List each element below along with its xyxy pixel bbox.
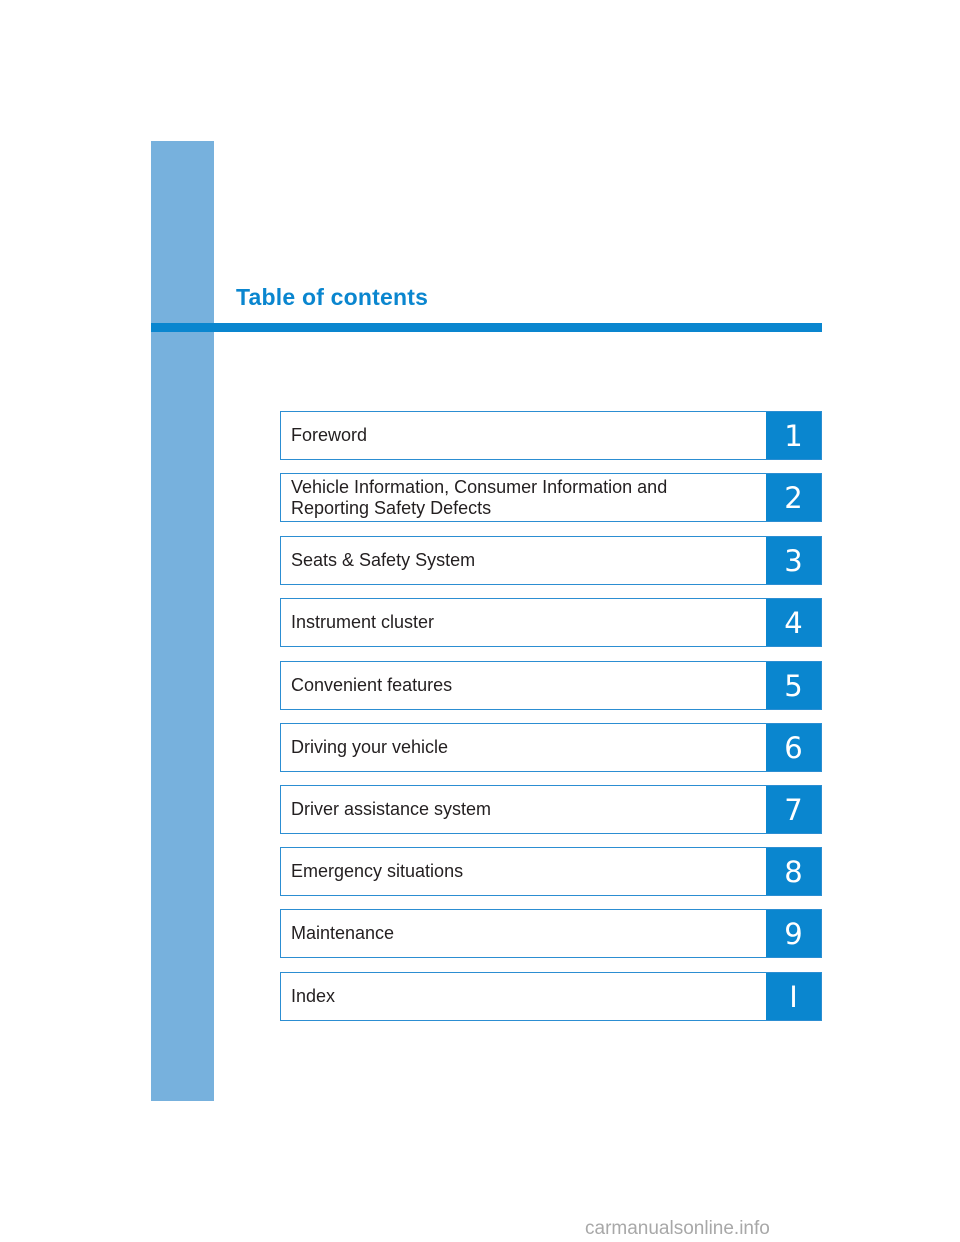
side-color-band — [151, 141, 214, 1101]
toc-item-emergency-situations[interactable]: Emergency situations 8 — [280, 847, 822, 896]
toc-item-number: 9 — [766, 910, 821, 957]
toc-item-seats-safety[interactable]: Seats & Safety System 3 — [280, 536, 822, 585]
toc-item-driver-assistance[interactable]: Driver assistance system 7 — [280, 785, 822, 834]
toc-item-number: 2 — [766, 474, 821, 521]
toc-item-label: Vehicle Information, Consumer Informatio… — [291, 476, 668, 518]
toc-item-label: Driver assistance system — [291, 799, 492, 819]
toc-item-number: 5 — [766, 662, 821, 709]
toc-item-label: Driving your vehicle — [291, 737, 449, 757]
toc-item-number: I — [766, 973, 821, 1020]
toc-item-label: Emergency situations — [291, 861, 464, 881]
title-divider — [151, 323, 822, 332]
toc-item-index[interactable]: Index I — [280, 972, 822, 1021]
toc-item-maintenance[interactable]: Maintenance 9 — [280, 909, 822, 958]
toc-item-number: 6 — [766, 724, 821, 771]
toc-item-label: Convenient features — [291, 675, 453, 695]
toc-item-label: Foreword — [291, 425, 368, 445]
toc-item-label: Instrument cluster — [291, 612, 435, 632]
toc-item-number: 7 — [766, 786, 821, 833]
toc-item-label: Index — [291, 986, 336, 1006]
toc-item-vehicle-information[interactable]: Vehicle Information, Consumer Informatio… — [280, 473, 822, 522]
toc-item-number: 3 — [766, 537, 821, 584]
toc-item-number: 8 — [766, 848, 821, 895]
toc-item-number: 1 — [766, 412, 821, 459]
page-title: Table of contents — [236, 284, 429, 310]
toc-item-convenient-features[interactable]: Convenient features 5 — [280, 661, 822, 710]
toc-item-instrument-cluster[interactable]: Instrument cluster 4 — [280, 598, 822, 647]
toc-item-foreword[interactable]: Foreword 1 — [280, 411, 822, 460]
toc-item-number: 4 — [766, 599, 821, 646]
toc-item-label: Seats & Safety System — [291, 550, 476, 570]
watermark-text: carmanualsonline.info — [585, 1218, 770, 1239]
toc-item-driving-your-vehicle[interactable]: Driving your vehicle 6 — [280, 723, 822, 772]
toc-item-label: Maintenance — [291, 923, 395, 943]
